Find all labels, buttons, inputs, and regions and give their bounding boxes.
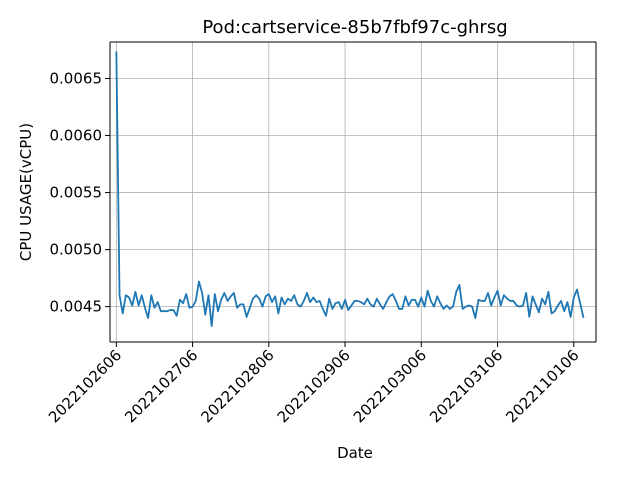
y-tick-label: 0.0065 [50,70,103,88]
series-layer [115,51,585,327]
y-axis-label: CPU USAGE(vCPU) [17,123,35,261]
plot-frame [109,41,597,343]
chart-title: Pod:cartservice-85b7fbf97c-ghrsg [202,17,507,38]
y-tick-label: 0.0060 [50,127,103,145]
x-axis-label: Date [337,444,373,462]
series-line [115,51,585,327]
y-axis: 0.0045 0.0050 0.0055 0.0060 0.0065 [50,70,110,316]
y-tick-label: 0.0050 [50,241,103,259]
y-tick-label: 0.0045 [50,298,103,316]
plot-area [110,42,596,342]
y-tick-label: 0.0055 [50,184,103,202]
